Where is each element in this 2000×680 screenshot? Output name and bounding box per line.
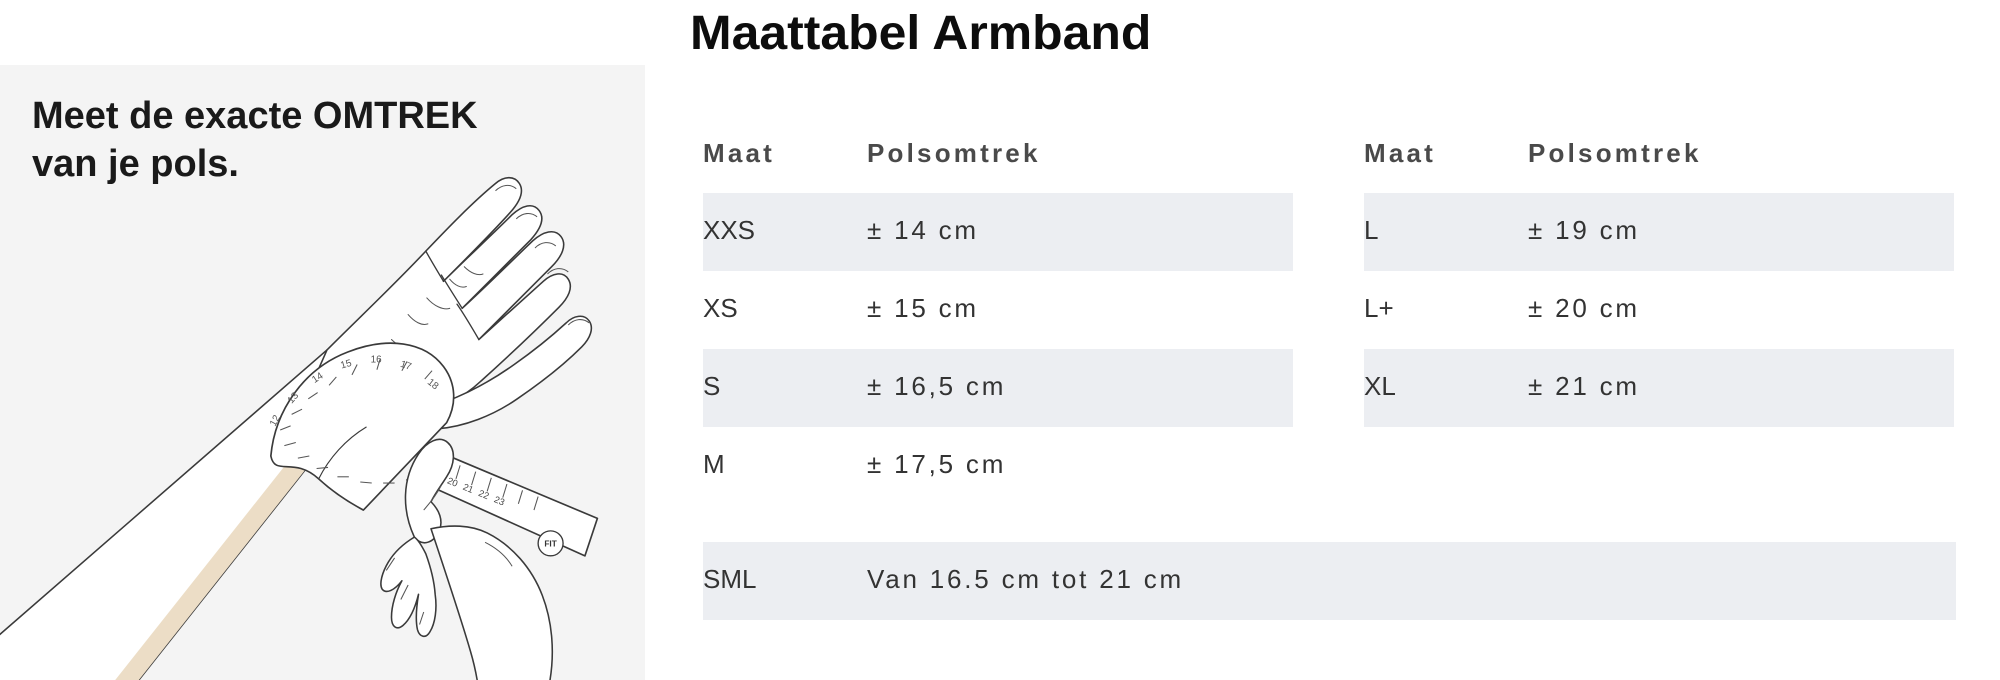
svg-text:FIT: FIT bbox=[544, 538, 556, 548]
svg-text:16: 16 bbox=[371, 354, 382, 365]
